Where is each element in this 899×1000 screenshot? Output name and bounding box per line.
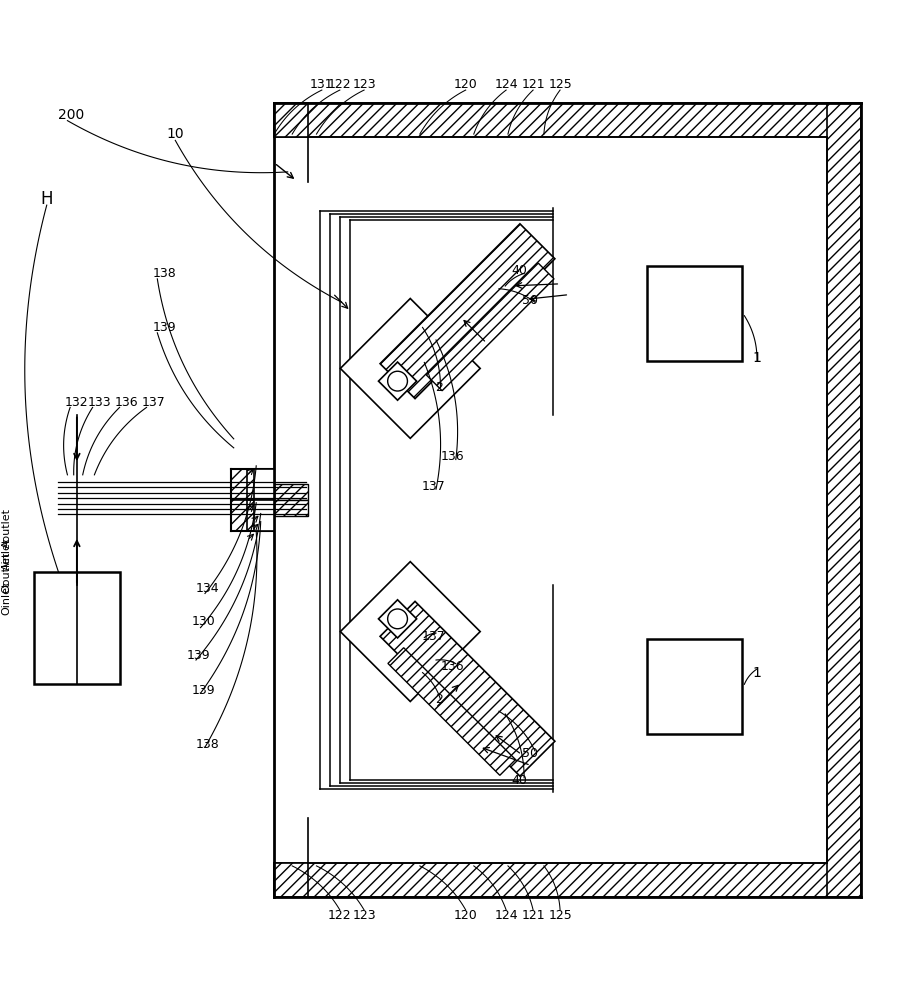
Text: 137: 137 [422,630,445,643]
Polygon shape [647,639,742,734]
Text: 121: 121 [521,909,545,922]
Polygon shape [274,863,861,897]
Polygon shape [231,469,274,500]
Polygon shape [34,572,120,684]
Text: 1: 1 [752,666,761,680]
Text: 139: 139 [191,684,215,697]
Text: 131: 131 [310,78,334,91]
Text: 138: 138 [153,267,176,280]
Text: Oinlet: Oinlet [2,582,12,615]
Polygon shape [380,601,555,776]
Polygon shape [378,600,416,638]
Text: 50: 50 [522,294,539,307]
Text: 133: 133 [88,396,111,409]
Text: 122: 122 [328,909,352,922]
Text: 123: 123 [352,909,376,922]
Polygon shape [274,103,861,137]
Text: 121: 121 [521,78,545,91]
Polygon shape [380,224,555,399]
Polygon shape [254,500,274,531]
Polygon shape [231,500,274,531]
Text: 136: 136 [441,450,464,463]
Polygon shape [827,103,861,897]
Text: H: H [40,190,53,208]
Text: 136: 136 [115,396,138,409]
Text: 120: 120 [454,78,477,91]
Text: Aoutlet: Aoutlet [2,508,12,548]
Text: 50: 50 [522,747,539,760]
Polygon shape [274,484,308,500]
Polygon shape [378,362,416,400]
Text: Ainlet: Ainlet [2,538,12,570]
Text: 2: 2 [435,381,442,394]
Text: 123: 123 [352,78,376,91]
Text: 10: 10 [166,127,184,141]
Text: 125: 125 [548,909,572,922]
Text: 40: 40 [512,264,528,277]
Text: 2: 2 [435,693,442,706]
Text: 137: 137 [422,480,445,493]
Text: 122: 122 [328,78,352,91]
Polygon shape [426,263,554,391]
Text: 130: 130 [191,615,215,628]
Polygon shape [254,469,274,500]
Text: 125: 125 [548,78,572,91]
Text: 40: 40 [512,774,528,787]
Text: 136: 136 [441,660,464,673]
Text: 132: 132 [65,396,88,409]
Text: 1: 1 [752,351,761,365]
Text: Ooutlet: Ooutlet [2,551,12,593]
Polygon shape [388,648,515,775]
Polygon shape [274,500,308,516]
Text: 200: 200 [58,108,85,122]
Text: 124: 124 [494,78,518,91]
Polygon shape [341,562,480,702]
Polygon shape [647,266,742,361]
Polygon shape [274,863,308,897]
Text: 139: 139 [153,321,176,334]
Text: 134: 134 [196,582,219,595]
Polygon shape [341,298,480,438]
Text: 124: 124 [494,909,518,922]
Text: 120: 120 [454,909,477,922]
Polygon shape [274,103,308,137]
Text: 138: 138 [196,738,219,751]
Text: 137: 137 [142,396,165,409]
Text: 139: 139 [187,649,210,662]
